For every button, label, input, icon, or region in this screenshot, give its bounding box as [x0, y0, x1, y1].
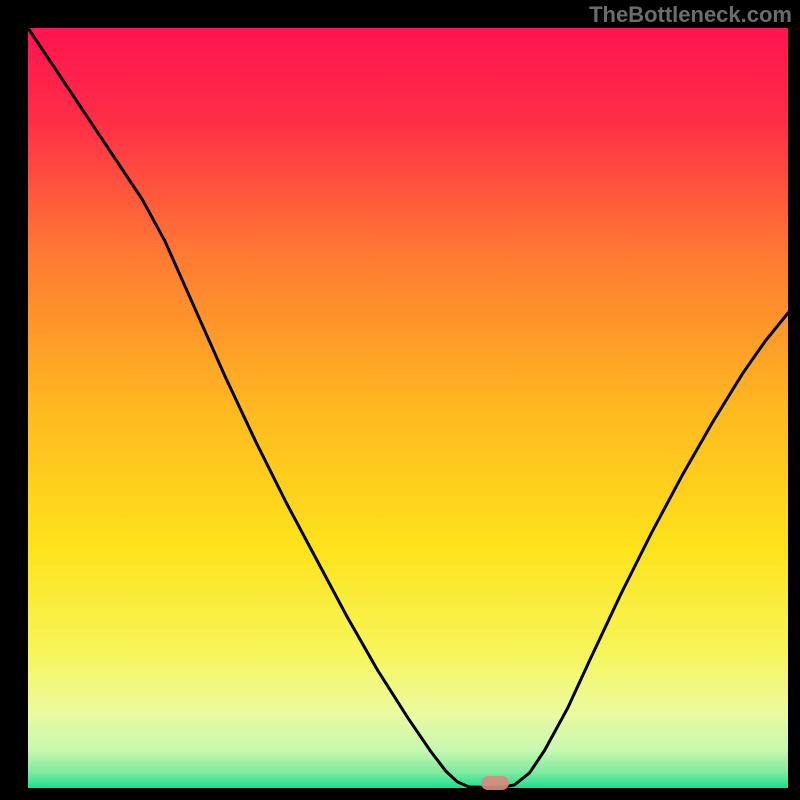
- curve-path: [28, 28, 788, 787]
- chart-container: TheBottleneck.com: [0, 0, 800, 800]
- optimal-marker: [481, 776, 509, 790]
- plot-area: [28, 28, 788, 788]
- watermark-text: TheBottleneck.com: [589, 2, 792, 28]
- bottleneck-curve: [28, 28, 788, 788]
